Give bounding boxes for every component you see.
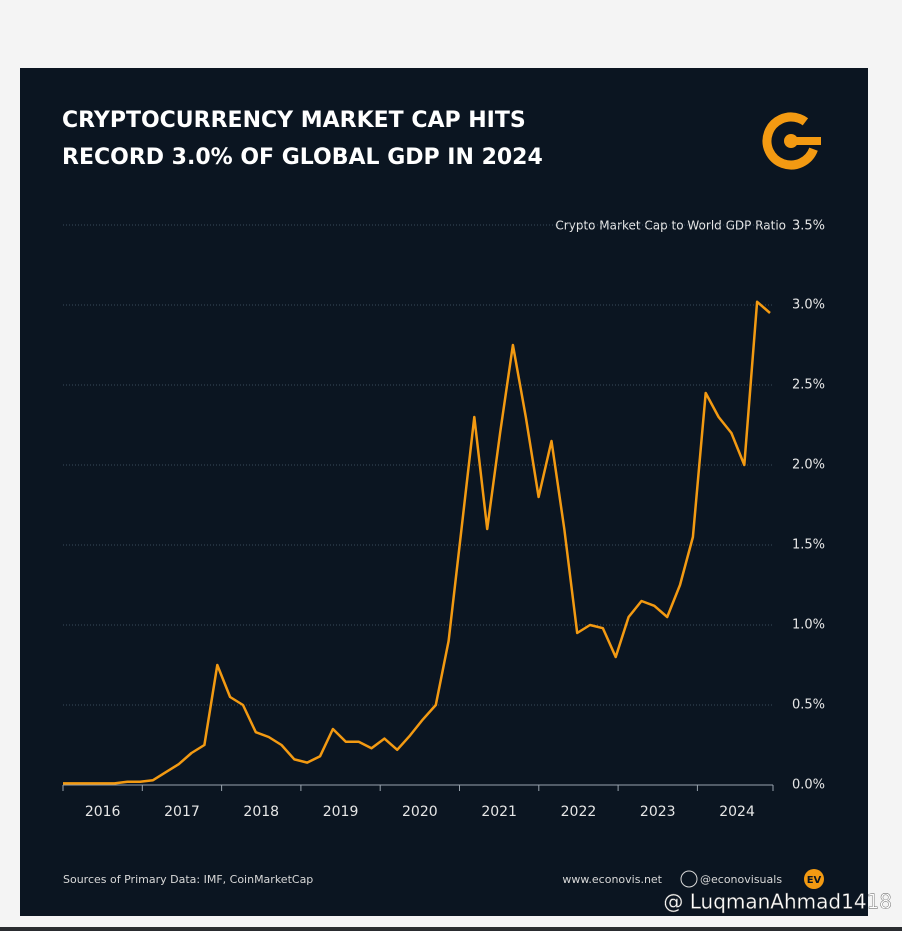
y-tick-label: 3.0% xyxy=(792,298,825,313)
logo xyxy=(762,112,821,170)
watermark: @ LuqmanAhmad1418 xyxy=(663,890,892,914)
x-tick-label: 2022 xyxy=(561,804,597,820)
website: www.econovis.net xyxy=(562,873,662,886)
x-tick-label: 2018 xyxy=(243,804,279,820)
y-tick-label: 1.0% xyxy=(792,618,825,633)
y-tick-label: 2.5% xyxy=(792,378,825,393)
badge-bg xyxy=(804,869,824,889)
x-tick-label: 2016 xyxy=(85,804,121,820)
chart-title: CRYPTOCURRENCY MARKET CAP HITS xyxy=(62,108,526,133)
handle: @econovisuals xyxy=(700,873,782,886)
y-tick-label: 0.0% xyxy=(792,778,825,793)
badge: EV xyxy=(807,875,822,886)
x-tick-label: 2021 xyxy=(481,804,517,820)
panel xyxy=(20,68,868,916)
x-tick-label: 2020 xyxy=(402,804,438,820)
line-series xyxy=(63,300,771,785)
y-tick-label: 1.5% xyxy=(792,538,825,553)
y-tick-label: 0.5% xyxy=(792,698,825,713)
y-tick-label: 3.5% xyxy=(792,219,825,234)
x-tick-label: 2023 xyxy=(640,804,676,820)
x-icon xyxy=(680,870,698,888)
x-tick-label: 2019 xyxy=(323,804,359,820)
y-axis-title: Crypto Market Cap to World GDP Ratio xyxy=(555,219,786,233)
y-tick-label: 2.0% xyxy=(792,458,825,473)
chart-subtitle: RECORD 3.0% OF GLOBAL GDP IN 2024 xyxy=(62,145,543,170)
x-tick-label: 2017 xyxy=(164,804,200,820)
x-tick-label: 2024 xyxy=(719,804,755,820)
source: Sources of Primary Data: IMF, CoinMarket… xyxy=(63,873,313,886)
